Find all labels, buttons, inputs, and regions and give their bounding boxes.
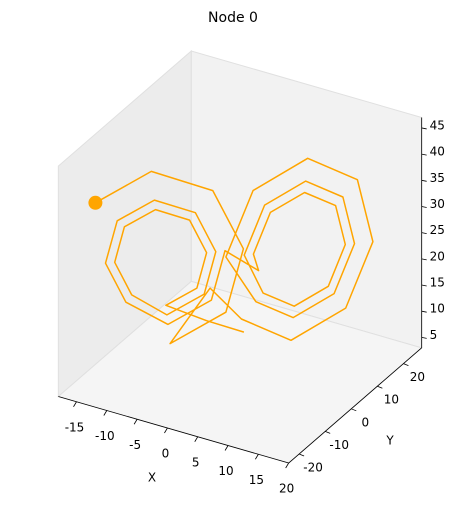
x-tick [255, 454, 259, 460]
x-tick-label: -10 [95, 429, 115, 443]
y-tick-label: 20 [410, 370, 425, 384]
x-tick-label: 15 [249, 473, 264, 487]
z-tick [421, 179, 427, 182]
x-tick [103, 410, 108, 416]
x-tick-label: -15 [65, 420, 85, 434]
y-tick-label: -10 [329, 438, 349, 452]
z-tick-label: 40 [430, 145, 445, 159]
y-tick [377, 385, 383, 389]
x-tick-label: -5 [129, 438, 141, 452]
z-tick-label: 35 [430, 171, 445, 185]
x-tick-label: 20 [279, 482, 294, 496]
x-tick [285, 462, 290, 469]
x-tick [73, 401, 77, 407]
z-tick-label: 45 [430, 118, 445, 132]
z-tick [421, 258, 427, 261]
current-point [88, 195, 103, 210]
x-tick-label: 10 [218, 464, 233, 478]
z-tick [421, 232, 427, 235]
x-tick [194, 436, 199, 442]
x-tick-label: 0 [162, 447, 170, 461]
z-tick-label: 25 [430, 223, 445, 237]
x-axis-line [58, 396, 289, 464]
z-tick-label: 10 [430, 302, 445, 316]
y-axis-label: Y [385, 434, 394, 448]
z-tick-label: 20 [430, 249, 445, 263]
z-tick [421, 127, 427, 130]
z-tick [421, 310, 427, 313]
y-tick [403, 363, 409, 367]
z-tick-label: 15 [430, 276, 445, 290]
z-tick [421, 153, 427, 156]
z-tick [421, 284, 427, 287]
x-tick [164, 427, 168, 434]
trajectory-line [95, 157, 374, 345]
z-tick-label: 5 [430, 328, 438, 342]
z-tick [421, 336, 427, 339]
y-axis-line [288, 347, 422, 464]
y-tick [351, 408, 357, 412]
x-tick [224, 445, 229, 451]
y-tick-label: 10 [384, 393, 399, 407]
z-tick-label: 30 [430, 197, 445, 211]
x-tick [133, 419, 138, 425]
z-tick [421, 206, 427, 208]
y-tick-label: 0 [361, 415, 369, 429]
chart-title: Node 0 [208, 10, 258, 26]
y-tick-label: -20 [303, 460, 323, 474]
x-tick-label: 5 [192, 455, 200, 469]
x-axis-label: X [148, 471, 156, 485]
y-tick [325, 431, 331, 434]
y-tick [298, 453, 305, 457]
